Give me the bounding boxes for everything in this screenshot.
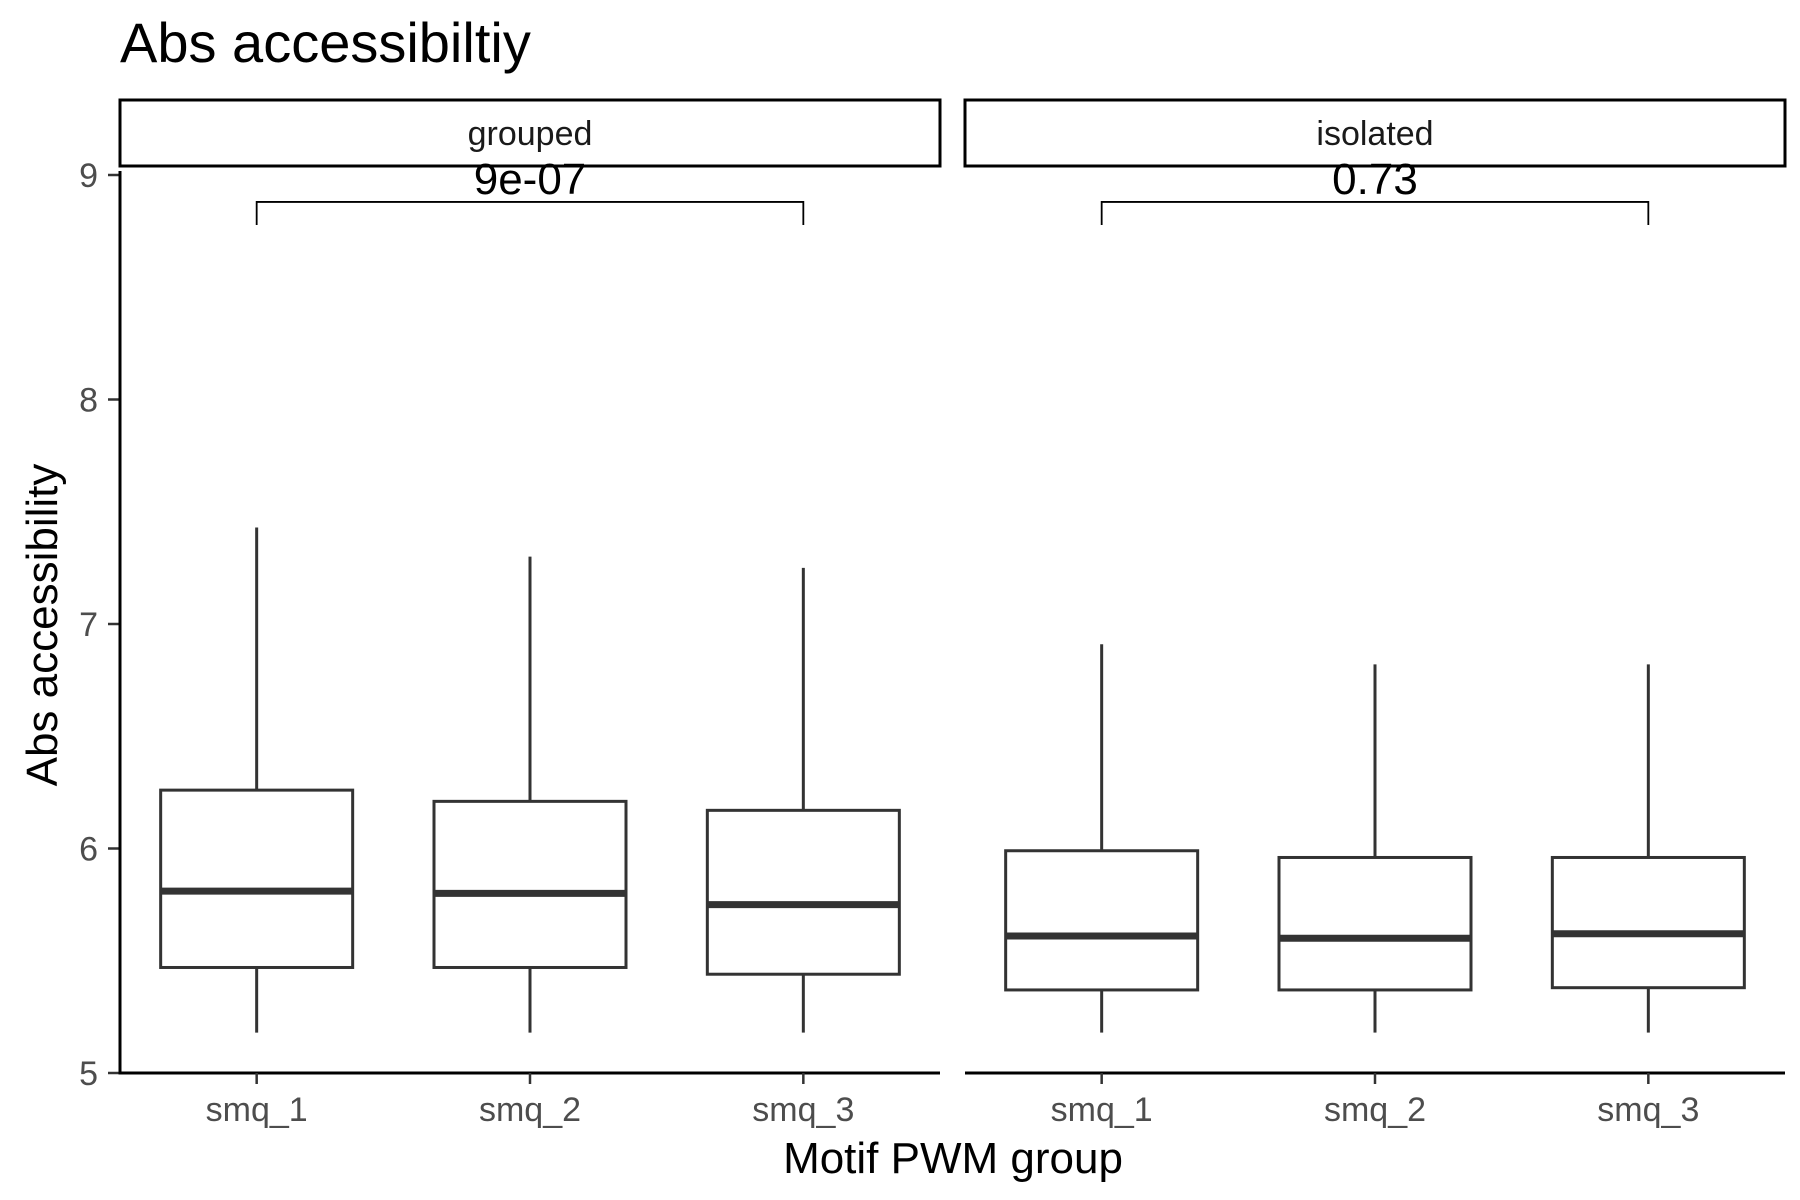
box-iqr [705, 808, 901, 976]
p-value-label: 9e-07 [474, 155, 587, 204]
y-tick-label: 8 [79, 382, 98, 420]
x-tick-label: smq_3 [1597, 1091, 1699, 1129]
x-tick-label: smq_1 [1051, 1091, 1153, 1129]
facet-strip-label: isolated [1316, 115, 1433, 153]
y-axis-title: Abs accessibility [18, 464, 67, 787]
y-tick-label: 6 [79, 831, 98, 869]
box-iqr [1004, 849, 1200, 992]
x-tick-label: smq_3 [752, 1091, 854, 1129]
facet-strip-label: grouped [468, 115, 593, 153]
y-tick-label: 9 [79, 157, 98, 195]
box-grouped-smq_1 [159, 527, 355, 1033]
y-tick-label: 7 [79, 606, 98, 644]
facet-strip [118, 98, 942, 168]
chart-title: Abs accessibiltiy [120, 11, 531, 74]
facet-panel-grouped: grouped smq_1 smq_2 smq_3 9e-07 [118, 98, 942, 1129]
box-isolated-smq_3 [1550, 664, 1746, 1033]
box-isolated-smq_1 [1004, 644, 1200, 1033]
x-tick-label: smq_2 [479, 1091, 581, 1129]
x-tick-label: smq_1 [206, 1091, 308, 1129]
x-tick-label: smq_2 [1324, 1091, 1426, 1129]
box-iqr [432, 799, 628, 969]
facet-strip [963, 98, 1787, 168]
y-axis: 5 6 7 8 9 [79, 157, 122, 1093]
facet-panels: grouped smq_1 smq_2 smq_3 9e-07 isolated smq_1… [118, 98, 1787, 1129]
box-grouped-smq_2 [432, 556, 628, 1033]
p-value-label: 0.73 [1332, 155, 1418, 204]
box-iqr [1277, 855, 1473, 992]
y-tick-label: 5 [79, 1055, 98, 1093]
box-grouped-smq_3 [705, 567, 901, 1033]
box-iqr [1550, 855, 1746, 990]
facet-panel-isolated: isolated smq_1 smq_2 smq_3 0.73 [963, 98, 1787, 1129]
x-axis-title: Motif PWM group [783, 1134, 1123, 1183]
box-iqr [159, 788, 355, 969]
significance-bracket [255, 201, 805, 225]
significance-bracket [1100, 201, 1650, 225]
box-isolated-smq_2 [1277, 664, 1473, 1033]
